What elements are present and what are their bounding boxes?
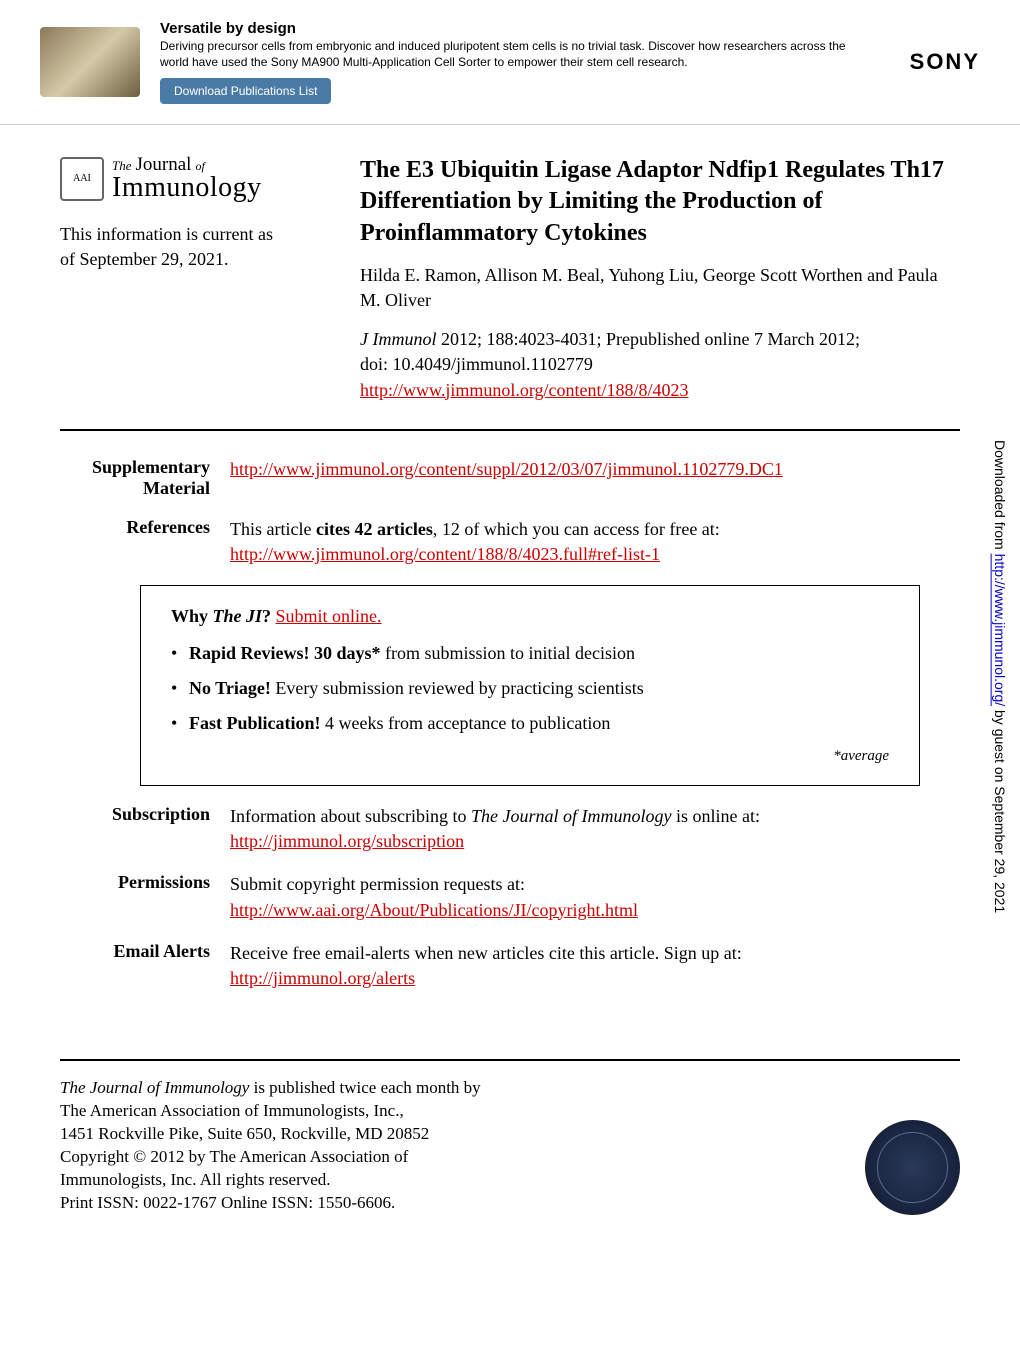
banner-description: Deriving precursor cells from embryonic … [160,39,860,70]
header-row: AAI The Journal of Immunology This infor… [60,155,960,403]
submit-online-link[interactable]: Submit online. [276,606,382,626]
why-title-q: ? [262,606,271,626]
footer: The Journal of Immunology is published t… [0,1039,1020,1255]
logo-the: The [112,158,132,173]
subscription-text2: is online at: [671,806,760,826]
why-item-1-rest: from submission to initial decision [381,643,636,663]
footer-line2: The American Association of Immunologist… [60,1101,404,1120]
citation-journal: J Immunol [360,329,436,349]
footer-line4: Copyright © 2012 by The American Associa… [60,1147,408,1166]
why-ji-box: Why The JI? Submit online. Rapid Reviews… [140,585,920,786]
subscription-value: Information about subscribing to The Jou… [230,804,960,854]
references-text2: , 12 of which you can access for free at… [433,519,720,539]
current-info-line2: of September 29, 2021. [60,247,320,272]
side-download-text: Downloaded from http://www.jimmunol.org/… [992,440,1008,913]
banner-title: Versatile by design [160,20,860,37]
subscription-label: Subscription [60,804,230,854]
current-info: This information is current as of Septem… [60,222,320,272]
permissions-row: Permissions Submit copyright permission … [60,872,960,922]
supplementary-label: Supplementary Material [60,457,230,499]
references-value: This article cites 42 articles, 12 of wh… [230,517,960,567]
footer-flex: The Journal of Immunology is published t… [60,1077,960,1215]
citation-rest: 2012; 188:4023-4031; Prepublished online… [436,329,859,349]
sony-logo: SONY [910,49,980,75]
article-url-link[interactable]: http://www.jimmunol.org/content/188/8/40… [360,380,689,400]
subscription-em: The Journal of Immunology [471,806,671,826]
why-item-2-rest: Every submission reviewed by practicing … [271,678,644,698]
subscription-text: Information about subscribing to [230,806,471,826]
average-note: *average [171,748,889,765]
article-title: The E3 Ubiquitin Ligase Adaptor Ndfip1 R… [360,155,960,249]
email-alerts-label: Email Alerts [60,941,230,991]
info-table: Supplementary Material http://www.jimmun… [60,457,960,567]
email-alerts-value: Receive free email-alerts when new artic… [230,941,960,991]
footer-divider [60,1059,960,1061]
current-info-line1: This information is current as [60,222,320,247]
permissions-text: Submit copyright permission requests at: [230,874,525,894]
logo-immunology: Immunology [112,174,262,202]
logo-of: of [195,159,204,173]
email-alerts-link[interactable]: http://jimmunol.org/alerts [230,968,415,988]
email-alerts-row: Email Alerts Receive free email-alerts w… [60,941,960,991]
references-label: References [60,517,230,567]
why-item-3: Fast Publication! 4 weeks from acceptanc… [171,713,889,734]
subscription-row: Subscription Information about subscribi… [60,804,960,854]
why-item-3-rest: 4 weeks from acceptance to publication [321,713,611,733]
divider [60,429,960,431]
article-citation: J Immunol 2012; 188:4023-4031; Prepublis… [360,327,960,403]
why-title: Why The JI? Submit online. [171,606,889,627]
references-text1: This article [230,519,316,539]
why-title-em: The JI [213,606,263,626]
left-column: AAI The Journal of Immunology This infor… [60,155,320,403]
citation-doi: doi: 10.4049/jimmunol.1102779 [360,354,593,374]
email-alerts-text: Receive free email-alerts when new artic… [230,943,742,963]
why-list: Rapid Reviews! 30 days* from submission … [171,643,889,734]
permissions-value: Submit copyright permission requests at:… [230,872,960,922]
permissions-label: Permissions [60,872,230,922]
footer-line3: 1451 Rockville Pike, Suite 650, Rockvill… [60,1124,429,1143]
permissions-link[interactable]: http://www.aai.org/About/Publications/JI… [230,900,638,920]
side-post: by guest on September 29, 2021 [992,706,1008,913]
ad-banner: Versatile by design Deriving precursor c… [0,0,1020,125]
journal-logo-text: The Journal of Immunology [112,155,262,202]
why-item-1: Rapid Reviews! 30 days* from submission … [171,643,889,664]
supplementary-link[interactable]: http://www.jimmunol.org/content/suppl/20… [230,459,783,479]
journal-logo: AAI The Journal of Immunology [60,155,320,202]
main-content: AAI The Journal of Immunology This infor… [0,125,1020,1039]
side-pre: Downloaded from [992,440,1008,554]
aai-seal-icon [865,1120,960,1215]
footer-line5: Immunologists, Inc. All rights reserved. [60,1170,331,1189]
subscription-link[interactable]: http://jimmunol.org/subscription [230,831,464,851]
why-item-2: No Triage! Every submission reviewed by … [171,678,889,699]
banner-image [40,27,140,97]
why-title-why: Why [171,606,213,626]
side-link[interactable]: http://www.jimmunol.org/ [992,554,1008,707]
article-authors: Hilda E. Ramon, Allison M. Beal, Yuhong … [360,263,960,313]
right-column: The E3 Ubiquitin Ligase Adaptor Ndfip1 R… [360,155,960,403]
references-link[interactable]: http://www.jimmunol.org/content/188/8/40… [230,544,660,564]
aai-badge-icon: AAI [60,157,104,201]
why-item-1-bold: Rapid Reviews! 30 days* [189,643,381,663]
footer-line6: Print ISSN: 0022-1767 Online ISSN: 1550-… [60,1193,395,1212]
why-item-3-bold: Fast Publication! [189,713,321,733]
supplementary-row: Supplementary Material http://www.jimmun… [60,457,960,499]
footer-text: The Journal of Immunology is published t… [60,1077,481,1215]
info-table-2: Subscription Information about subscribi… [60,804,960,991]
footer-line1rest: is published twice each month by [249,1078,480,1097]
references-bold: cites 42 articles [316,519,433,539]
why-item-2-bold: No Triage! [189,678,271,698]
banner-text-block: Versatile by design Deriving precursor c… [160,20,860,104]
references-row: References This article cites 42 article… [60,517,960,567]
supplementary-value: http://www.jimmunol.org/content/suppl/20… [230,457,960,499]
footer-em: The Journal of Immunology [60,1078,249,1097]
download-publications-button[interactable]: Download Publications List [160,78,331,104]
